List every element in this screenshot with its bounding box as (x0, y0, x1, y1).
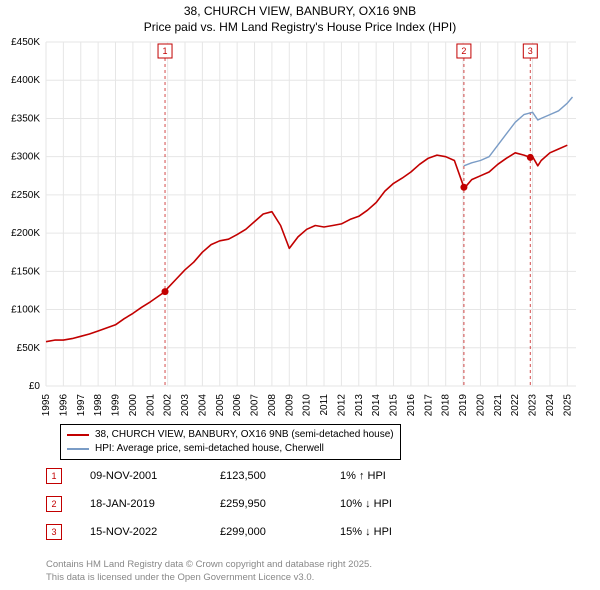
legend-label: HPI: Average price, semi-detached house,… (95, 442, 324, 456)
svg-text:2006: 2006 (232, 394, 243, 417)
legend-label: 38, CHURCH VIEW, BANBURY, OX16 9NB (semi… (95, 428, 394, 442)
svg-text:2012: 2012 (336, 394, 347, 417)
svg-text:2011: 2011 (319, 394, 330, 416)
attribution-line1: Contains HM Land Registry data © Crown c… (46, 559, 372, 571)
svg-text:2002: 2002 (163, 394, 174, 417)
svg-text:2005: 2005 (215, 394, 226, 417)
sale-marker-icon: 1 (46, 468, 62, 484)
sale-diff: 1% ↑ HPI (340, 470, 460, 482)
chart-svg: £0£50K£100K£150K£200K£250K£300K£350K£400… (46, 42, 576, 412)
svg-text:£50K: £50K (17, 343, 41, 354)
title-line1: 38, CHURCH VIEW, BANBURY, OX16 9NB (0, 4, 600, 20)
attribution-line2: This data is licensed under the Open Gov… (46, 572, 372, 584)
legend-item: HPI: Average price, semi-detached house,… (67, 442, 394, 456)
svg-text:2003: 2003 (180, 394, 191, 417)
sale-date: 15-NOV-2022 (90, 526, 220, 538)
svg-text:2004: 2004 (197, 394, 208, 417)
sale-price: £259,950 (220, 498, 340, 510)
svg-text:1: 1 (163, 46, 168, 56)
svg-text:£150K: £150K (11, 266, 40, 277)
svg-text:1997: 1997 (76, 394, 87, 417)
title-block: 38, CHURCH VIEW, BANBURY, OX16 9NB Price… (0, 0, 600, 35)
svg-text:2014: 2014 (371, 394, 382, 417)
title-line2: Price paid vs. HM Land Registry's House … (0, 20, 600, 36)
chart-area: £0£50K£100K£150K£200K£250K£300K£350K£400… (46, 42, 576, 412)
sale-price: £299,000 (220, 526, 340, 538)
sale-marker-icon: 2 (46, 496, 62, 512)
svg-text:2017: 2017 (423, 394, 434, 417)
svg-text:£350K: £350K (11, 113, 40, 124)
svg-text:2016: 2016 (406, 394, 417, 417)
sale-row: 2 18-JAN-2019 £259,950 10% ↓ HPI (46, 490, 460, 518)
svg-text:2015: 2015 (389, 394, 400, 417)
sale-date: 09-NOV-2001 (90, 470, 220, 482)
svg-text:2022: 2022 (510, 394, 521, 417)
svg-text:2013: 2013 (354, 394, 365, 417)
svg-text:1999: 1999 (111, 394, 122, 417)
svg-text:£250K: £250K (11, 190, 40, 201)
svg-text:£450K: £450K (11, 37, 40, 48)
svg-text:2: 2 (461, 46, 466, 56)
svg-text:1996: 1996 (58, 394, 69, 417)
svg-text:£300K: £300K (11, 152, 40, 163)
sale-price: £123,500 (220, 470, 340, 482)
sale-marker-icon: 3 (46, 524, 62, 540)
svg-text:2018: 2018 (441, 394, 452, 417)
sale-diff: 15% ↓ HPI (340, 526, 460, 538)
chart-container: 38, CHURCH VIEW, BANBURY, OX16 9NB Price… (0, 0, 600, 590)
legend-swatch (67, 434, 89, 436)
svg-text:1995: 1995 (41, 394, 52, 417)
attribution: Contains HM Land Registry data © Crown c… (46, 559, 372, 584)
svg-text:2010: 2010 (302, 394, 313, 417)
legend-swatch (67, 448, 89, 450)
svg-text:2019: 2019 (458, 394, 469, 417)
svg-text:2008: 2008 (267, 394, 278, 417)
svg-text:2020: 2020 (475, 394, 486, 417)
svg-text:£400K: £400K (11, 75, 40, 86)
sale-row: 3 15-NOV-2022 £299,000 15% ↓ HPI (46, 518, 460, 546)
legend: 38, CHURCH VIEW, BANBURY, OX16 9NB (semi… (60, 424, 401, 460)
sale-row: 1 09-NOV-2001 £123,500 1% ↑ HPI (46, 462, 460, 490)
sale-date: 18-JAN-2019 (90, 498, 220, 510)
svg-text:2001: 2001 (145, 394, 156, 417)
svg-text:3: 3 (528, 46, 533, 56)
svg-text:2009: 2009 (284, 394, 295, 417)
sales-table: 1 09-NOV-2001 £123,500 1% ↑ HPI 2 18-JAN… (46, 462, 460, 546)
sale-diff: 10% ↓ HPI (340, 498, 460, 510)
svg-text:2007: 2007 (250, 394, 261, 417)
svg-text:2000: 2000 (128, 394, 139, 417)
svg-text:£100K: £100K (11, 305, 40, 316)
svg-text:1998: 1998 (93, 394, 104, 417)
legend-item: 38, CHURCH VIEW, BANBURY, OX16 9NB (semi… (67, 428, 394, 442)
svg-text:2025: 2025 (562, 394, 573, 417)
svg-text:£0: £0 (29, 381, 41, 392)
svg-text:2021: 2021 (493, 394, 504, 417)
svg-text:2024: 2024 (545, 394, 556, 417)
svg-text:2023: 2023 (528, 394, 539, 417)
svg-text:£200K: £200K (11, 228, 40, 239)
